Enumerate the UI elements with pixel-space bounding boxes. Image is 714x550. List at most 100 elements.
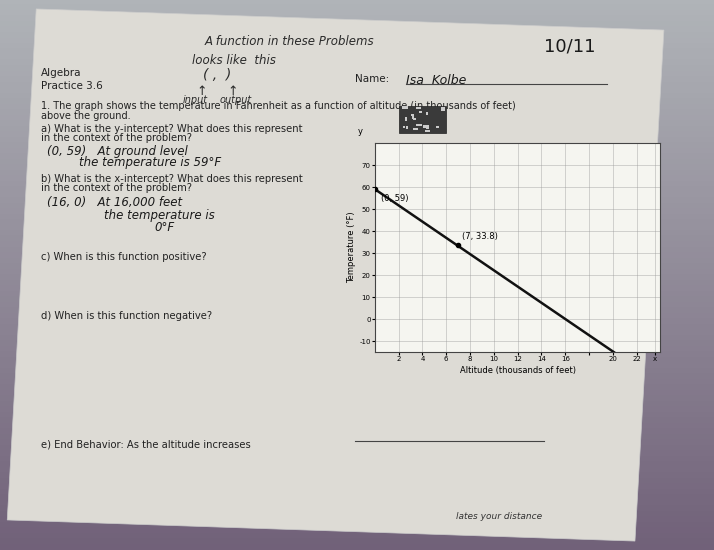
Bar xyxy=(416,124,422,126)
Bar xyxy=(0,385,714,390)
Bar xyxy=(436,126,438,128)
Bar xyxy=(0,462,714,468)
Bar xyxy=(0,22,714,28)
Bar xyxy=(0,424,714,429)
Bar xyxy=(0,346,714,352)
Bar xyxy=(0,495,714,500)
Text: lates your distance: lates your distance xyxy=(456,512,542,521)
Text: Practice 3.6: Practice 3.6 xyxy=(41,81,103,91)
Bar xyxy=(0,214,714,220)
Bar xyxy=(0,478,714,484)
Bar xyxy=(0,506,714,512)
Bar xyxy=(0,490,714,495)
Bar xyxy=(0,66,714,72)
Bar xyxy=(413,128,418,130)
Bar xyxy=(0,358,714,363)
Bar xyxy=(0,11,714,16)
Bar xyxy=(0,534,714,539)
Bar xyxy=(0,390,714,396)
Bar xyxy=(0,434,714,440)
Text: Algebra: Algebra xyxy=(41,68,81,78)
Bar xyxy=(0,99,714,104)
Bar xyxy=(0,324,714,330)
Bar xyxy=(0,336,714,341)
Bar xyxy=(0,314,714,319)
Bar xyxy=(0,182,714,187)
Bar xyxy=(0,60,714,66)
FancyBboxPatch shape xyxy=(399,106,446,133)
Bar xyxy=(0,88,714,94)
Bar xyxy=(405,117,407,120)
Bar xyxy=(0,275,714,280)
Text: a) What is the y-intercept? What does this represent: a) What is the y-intercept? What does th… xyxy=(41,124,303,134)
Bar xyxy=(0,286,714,292)
Bar xyxy=(0,126,714,132)
Bar xyxy=(0,55,714,60)
Bar xyxy=(426,128,429,129)
Bar xyxy=(0,280,714,286)
Bar xyxy=(403,126,406,128)
Text: ( ,  ): ( , ) xyxy=(203,68,231,82)
Bar xyxy=(0,446,714,451)
Bar xyxy=(0,352,714,358)
Bar xyxy=(0,231,714,236)
Text: (7, 33.8): (7, 33.8) xyxy=(462,232,498,241)
Bar xyxy=(0,253,714,258)
Bar xyxy=(0,116,714,121)
Text: e) End Behavior: As the altitude increases: e) End Behavior: As the altitude increas… xyxy=(41,439,251,449)
Bar xyxy=(0,176,714,182)
Bar xyxy=(0,418,714,424)
Text: ↑: ↑ xyxy=(228,85,238,98)
Text: (0, 59)   At ground level: (0, 59) At ground level xyxy=(47,145,188,158)
Text: d) When is this function negative?: d) When is this function negative? xyxy=(41,311,212,321)
Bar xyxy=(0,468,714,473)
Bar xyxy=(0,363,714,368)
Text: the temperature is 59°F: the temperature is 59°F xyxy=(79,156,221,169)
Bar xyxy=(0,148,714,154)
Bar xyxy=(0,192,714,198)
Bar xyxy=(0,270,714,275)
Bar xyxy=(0,379,714,385)
Bar xyxy=(0,292,714,297)
X-axis label: Altitude (thousands of feet): Altitude (thousands of feet) xyxy=(460,366,575,375)
Bar xyxy=(0,544,714,550)
Text: output: output xyxy=(220,95,252,105)
Bar xyxy=(0,319,714,324)
Bar xyxy=(0,407,714,412)
Bar xyxy=(0,522,714,528)
Bar xyxy=(0,33,714,39)
Bar xyxy=(419,111,422,113)
Bar xyxy=(402,106,408,109)
Bar xyxy=(0,402,714,407)
Bar xyxy=(0,39,714,44)
Bar xyxy=(0,248,714,253)
Bar xyxy=(0,258,714,264)
Bar xyxy=(423,125,429,128)
Bar xyxy=(0,110,714,115)
Text: input: input xyxy=(183,95,208,105)
Bar xyxy=(0,220,714,225)
Text: looks like  this: looks like this xyxy=(192,54,276,67)
Bar xyxy=(0,539,714,544)
Bar xyxy=(0,154,714,160)
Bar xyxy=(0,0,714,6)
Text: above the ground.: above the ground. xyxy=(41,111,131,120)
Bar xyxy=(0,198,714,204)
Bar xyxy=(0,44,714,50)
Bar xyxy=(0,484,714,490)
Text: (16, 0)   At 16,000 feet: (16, 0) At 16,000 feet xyxy=(47,196,183,209)
Bar xyxy=(0,187,714,192)
Bar xyxy=(0,308,714,314)
Bar xyxy=(0,204,714,209)
Text: (0, 59): (0, 59) xyxy=(381,194,408,202)
Bar xyxy=(0,138,714,143)
Bar xyxy=(426,130,430,131)
Bar xyxy=(0,72,714,77)
Bar xyxy=(416,107,421,109)
Bar xyxy=(411,114,414,117)
Bar xyxy=(0,302,714,308)
Bar xyxy=(0,6,714,11)
Bar xyxy=(0,512,714,517)
Bar xyxy=(0,341,714,346)
Bar xyxy=(0,242,714,248)
